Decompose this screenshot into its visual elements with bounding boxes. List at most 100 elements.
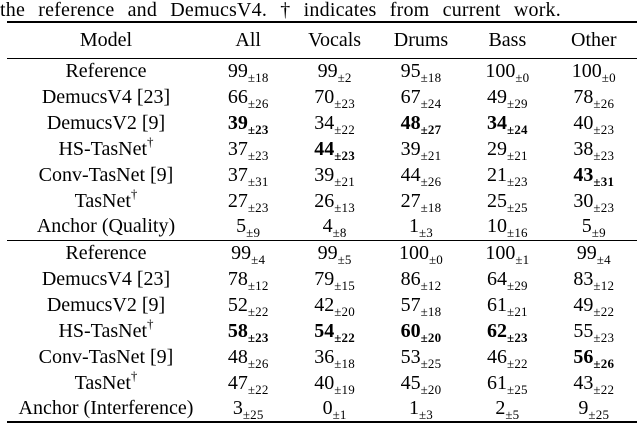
score-value: 0 (322, 397, 333, 419)
score-value: 30 (573, 189, 594, 212)
score-cell: 67±24 (378, 84, 464, 110)
score-value: 21 (486, 163, 507, 186)
score-std: ±23 (593, 329, 615, 345)
score-value: 44 (400, 163, 421, 186)
score-std: ±13 (334, 199, 355, 215)
score-std: ±22 (593, 303, 615, 319)
score-value: 45 (400, 371, 421, 394)
score-value: 61 (486, 293, 507, 316)
score-cell: 86±12 (378, 266, 464, 292)
score-std: ±3 (418, 407, 433, 422)
score-cell: 2±5 (464, 396, 550, 422)
score-cell: 99±4 (551, 240, 637, 266)
score-cell: 49±22 (551, 292, 637, 318)
score-cell: 36±18 (291, 344, 377, 370)
score-std: ±29 (506, 277, 528, 293)
score-value: 48 (227, 345, 248, 368)
score-value: 56 (573, 345, 594, 368)
score-std: ±22 (247, 303, 269, 319)
score-std: ±22 (334, 329, 355, 345)
score-cell: 25±25 (464, 188, 550, 214)
score-cell: 52±22 (205, 292, 291, 318)
table-row: HS-TasNet† 58±23 54±22 60±20 62±23 55±23 (7, 317, 637, 345)
model-label: DemucsV2 [9] (46, 111, 166, 134)
score-std: ±26 (593, 95, 615, 111)
score-std: ±26 (247, 95, 269, 111)
score-cell: 3±25 (205, 396, 291, 422)
score-std: ±26 (247, 355, 269, 371)
score-std: ±21 (420, 147, 442, 163)
dagger-mark: † (147, 133, 154, 149)
score-std: ±9 (246, 225, 261, 241)
score-cell: 37±23 (205, 136, 291, 162)
score-std: ±20 (334, 303, 355, 319)
score-value: 9 (578, 397, 589, 419)
score-cell: 34±22 (291, 110, 377, 136)
score-std: ±12 (420, 277, 442, 293)
model-label: TasNet† (74, 367, 138, 394)
score-std: ±16 (506, 225, 528, 241)
score-value: 79 (314, 267, 335, 290)
score-cell: 5±9 (205, 214, 291, 240)
col-header-vocals: Vocals (308, 28, 362, 51)
score-cell: 100±0 (551, 58, 637, 84)
score-std: ±25 (506, 199, 528, 215)
score-cell: 95±18 (378, 58, 464, 84)
score-std: ±9 (591, 225, 606, 241)
table-row: Reference 99±4 99±5 100±0 100±1 99±4 (7, 240, 637, 266)
score-cell: 42±20 (291, 292, 377, 318)
table-row: DemucsV4 [23] 66±26 70±23 67±24 49±29 78±26 (7, 84, 637, 110)
score-std: ±23 (247, 121, 269, 137)
score-value: 39 (314, 163, 335, 186)
score-value: 42 (314, 293, 335, 316)
score-cell: 0±1 (291, 396, 377, 422)
table-head: Model All Vocals Drums Bass Other (7, 22, 637, 58)
score-cell: 40±19 (291, 370, 377, 396)
score-value: 46 (486, 345, 507, 368)
score-cell: 70±23 (291, 84, 377, 110)
score-value: 29 (486, 137, 507, 160)
score-std: ±24 (420, 95, 442, 111)
score-value: 47 (227, 371, 248, 394)
score-std: ±23 (334, 147, 355, 163)
score-std: ±19 (334, 381, 355, 397)
score-cell: 54±22 (291, 318, 377, 344)
table-row: DemucsV2 [9] 52±22 42±20 57±18 61±21 49±22 (7, 292, 637, 318)
score-std: ±22 (506, 355, 528, 371)
score-cell: 78±12 (205, 266, 291, 292)
score-std: ±4 (596, 251, 611, 267)
score-cell: 99±18 (205, 58, 291, 84)
table-row: Conv-TasNet [9] 37±31 39±21 44±26 21±23 43±31 (7, 162, 637, 188)
score-value: 54 (314, 319, 335, 342)
score-cell: 45±20 (378, 370, 464, 396)
score-cell: 78±26 (551, 84, 637, 110)
score-value: 44 (314, 137, 335, 160)
score-value: 37 (227, 137, 248, 160)
score-std: ±23 (593, 147, 615, 163)
score-cell: 27±18 (378, 188, 464, 214)
score-std: ±0 (515, 69, 530, 85)
header-row: Model All Vocals Drums Bass Other (7, 22, 637, 58)
score-value: 100 (398, 241, 429, 264)
col-header-other: Other (571, 28, 617, 51)
score-value: 58 (227, 319, 248, 342)
score-cell: 56±26 (551, 344, 637, 370)
score-std: ±23 (593, 199, 615, 215)
score-std: ±25 (588, 407, 610, 422)
score-value: 1 (408, 397, 419, 419)
model-label: Reference (65, 241, 147, 264)
score-cell: 48±26 (205, 344, 291, 370)
score-cell: 61±25 (464, 370, 550, 396)
model-label: DemucsV4 [23] (41, 85, 171, 108)
score-value: 64 (486, 267, 507, 290)
model-label: Anchor (Interference) (18, 397, 194, 419)
score-value: 3 (232, 397, 243, 419)
score-cell: 48±27 (378, 110, 464, 136)
score-cell: 39±23 (205, 110, 291, 136)
score-std: ±29 (506, 95, 528, 111)
score-std: ±25 (506, 381, 528, 397)
score-cell: 49±29 (464, 84, 550, 110)
score-value: 60 (400, 319, 421, 342)
score-cell: 53±25 (378, 344, 464, 370)
score-std: ±5 (505, 407, 520, 422)
